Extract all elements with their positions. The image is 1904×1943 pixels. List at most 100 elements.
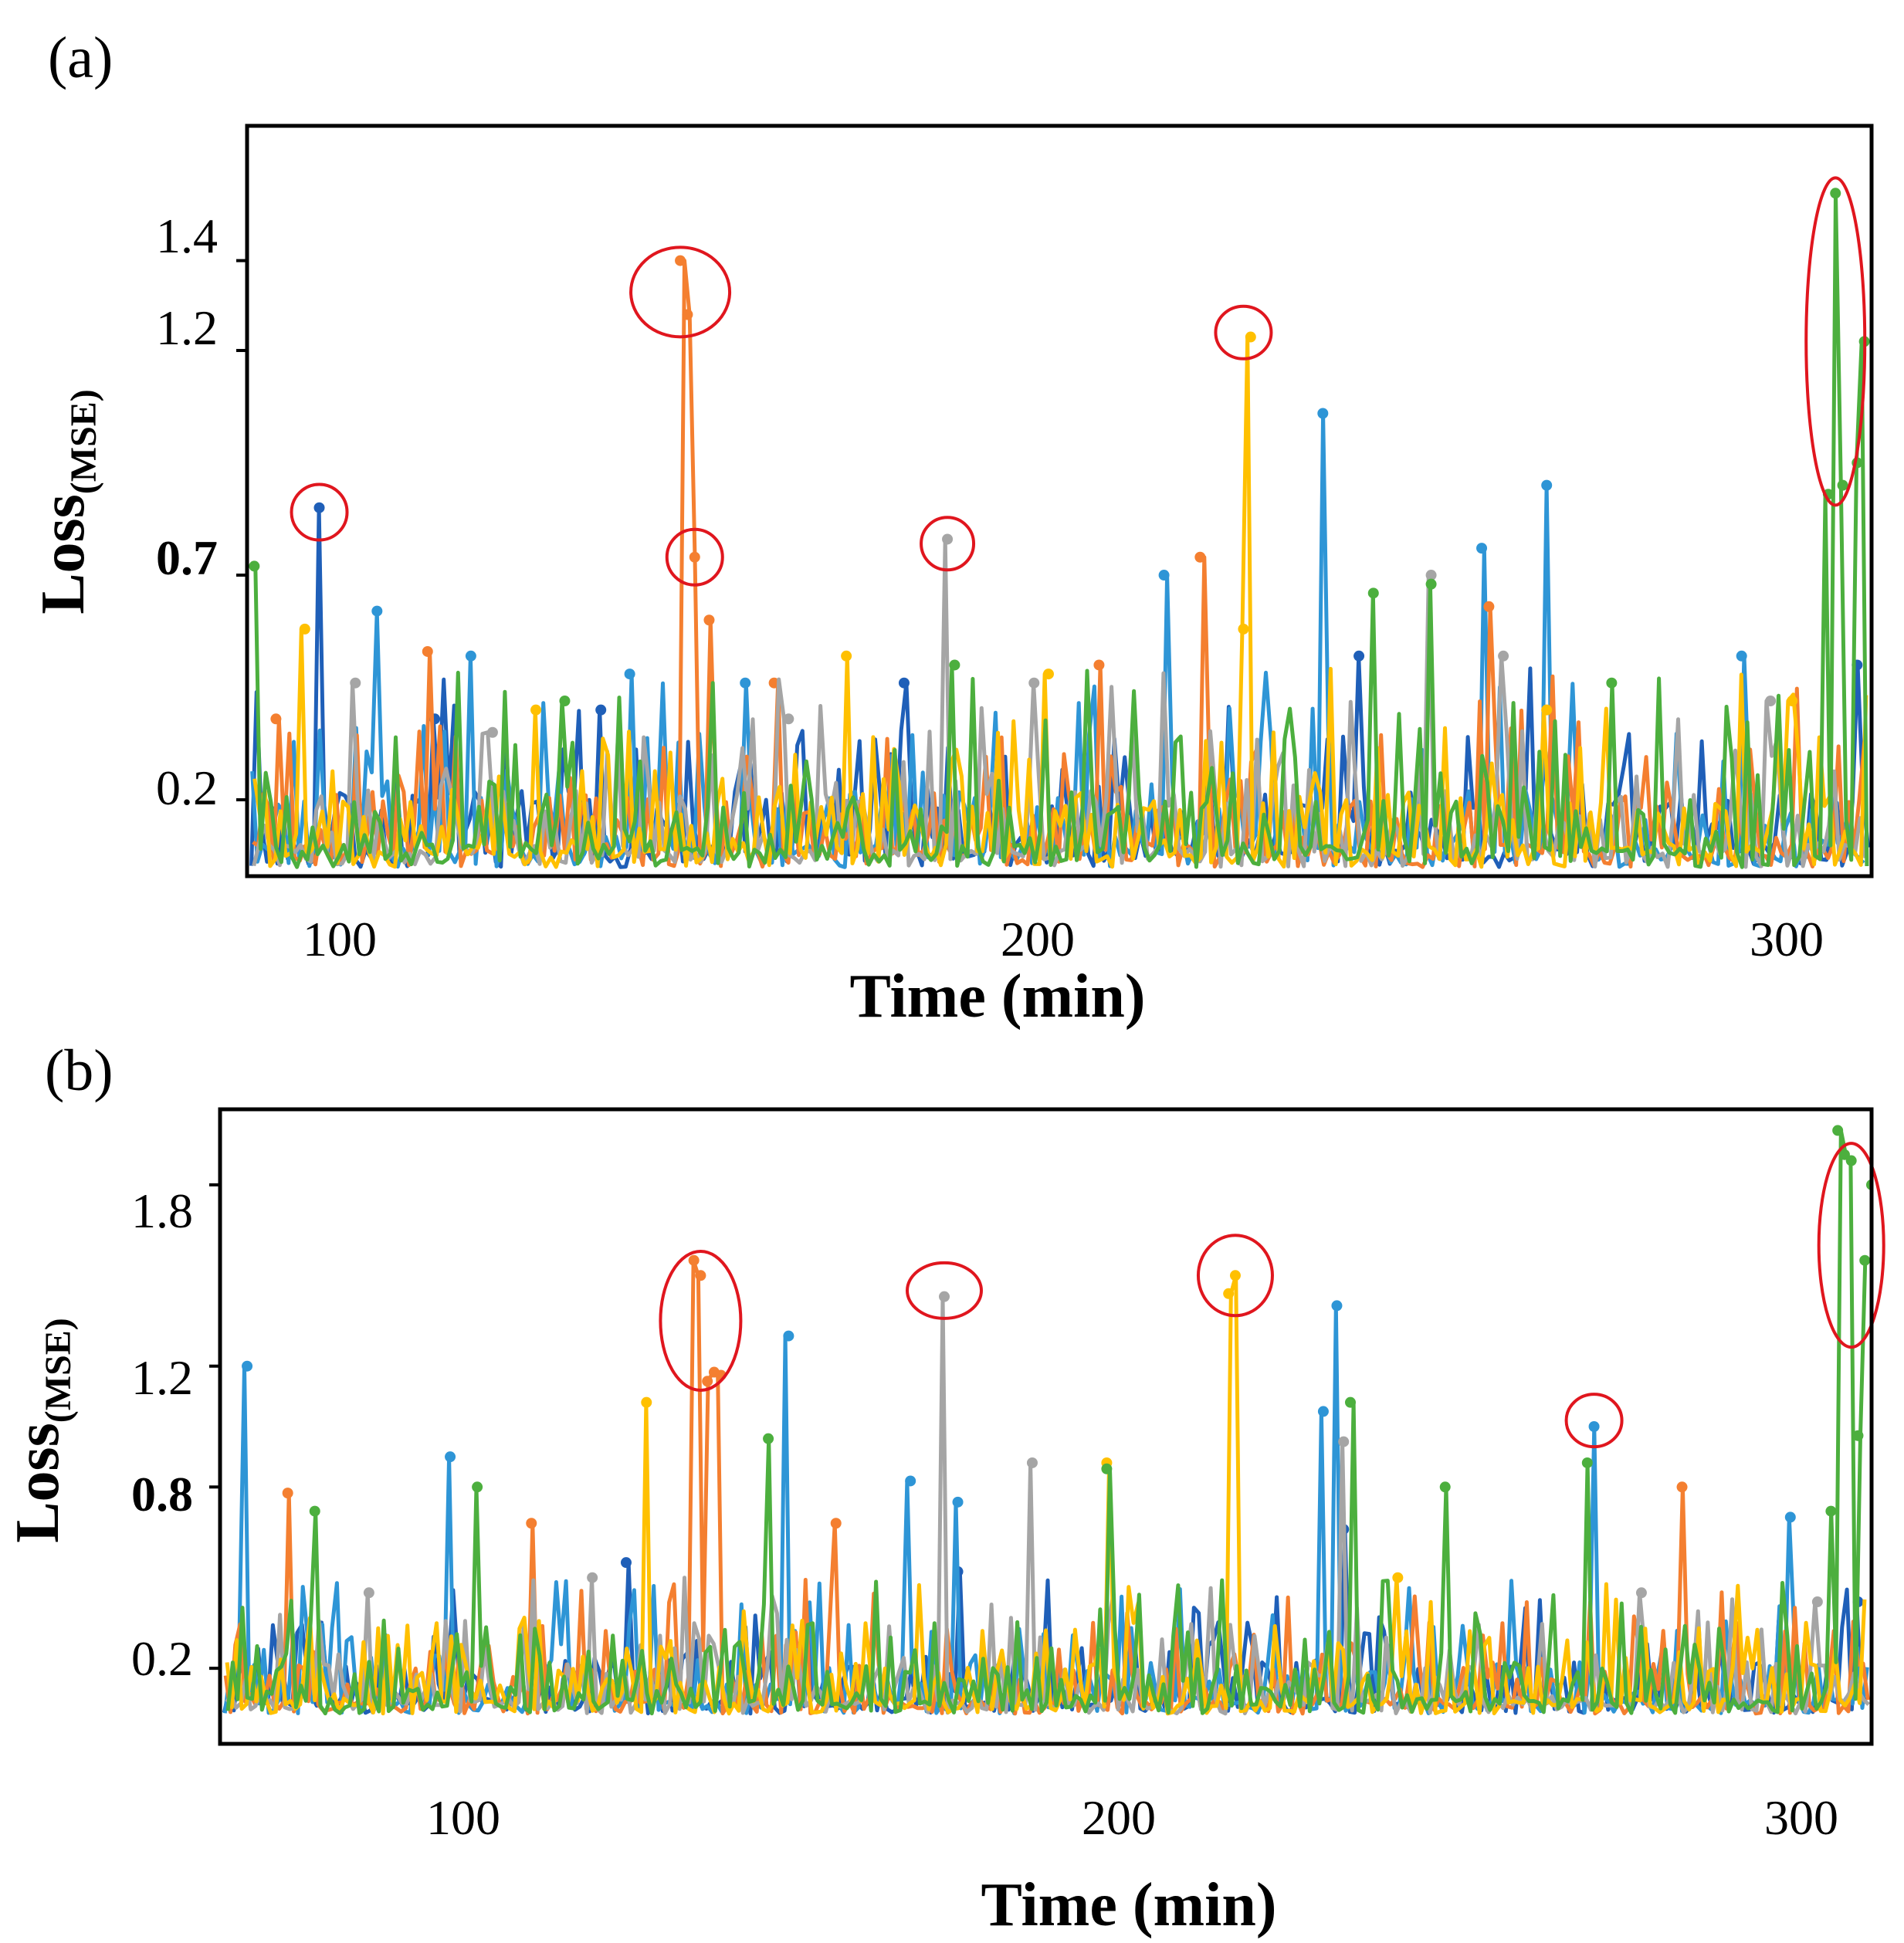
panel-a-anomaly-circle — [665, 527, 724, 587]
panel-b-point-blue — [1331, 1300, 1343, 1312]
panel-a-point-blue — [1317, 408, 1329, 419]
panel-b-point-yellow — [641, 1396, 652, 1408]
panel-b-point-gray — [1811, 1596, 1823, 1608]
panel-b-point-blue — [952, 1496, 964, 1508]
panel-b-point-gray — [1338, 1436, 1350, 1447]
panel-b-series-green — [225, 1128, 1868, 1716]
panel-b-ytick-0.2: 0.2 — [131, 1631, 193, 1686]
panel-b-point-blue — [783, 1330, 794, 1342]
panel-a-xtick-300: 300 — [1750, 912, 1824, 966]
panel-a-anomaly-circle — [920, 516, 976, 572]
panel-a-point-blue — [1476, 543, 1488, 554]
panel-a-x-axis-title: Time (min) — [850, 963, 1146, 1031]
panel-a-point-blue — [1158, 570, 1170, 581]
panel-a-ytick-0.7: 0.7 — [156, 530, 218, 585]
panel-a-anomaly-circle — [1214, 304, 1273, 361]
panel-b-point-orange — [688, 1254, 700, 1266]
panel-b-xtick-200: 200 — [1082, 1790, 1156, 1845]
panel-a-point-orange — [1483, 601, 1495, 612]
panel-b-anomaly-circle — [1817, 1142, 1885, 1349]
panel-b-point-orange — [1676, 1481, 1688, 1493]
panel-a-y-axis: 0.2 0.7 1.2 1.4 — [156, 208, 247, 815]
panel-a-point-yellow — [1787, 696, 1798, 707]
panel-a-point-orange — [1093, 659, 1105, 671]
panel-b-xtick-300: 300 — [1764, 1790, 1838, 1845]
panel-b-series-group — [222, 1125, 1872, 1716]
panel-b-y-axis: 0.2 0.8 1.2 1.8 — [131, 1183, 220, 1686]
panel-b-point-green — [1852, 1430, 1864, 1441]
panel-b-point-gray — [363, 1587, 374, 1599]
panel-b-point-navy — [620, 1557, 632, 1569]
panel-b-y-axis-title-main: Loss — [4, 1423, 72, 1543]
panel-a-point-gray — [942, 533, 954, 545]
panel-b-point-blue — [1317, 1406, 1329, 1417]
panel-a-frame — [245, 124, 1874, 878]
panel-a: (a) 0.2 0.7 1.2 1.4 100 200 300 Time (mi… — [29, 25, 1874, 1031]
panel-a-ytick-marks — [236, 259, 247, 802]
panel-a-point-orange — [675, 255, 686, 266]
panel-a-point-navy — [898, 677, 910, 689]
panel-b-point-orange — [830, 1518, 842, 1529]
panel-a-series-yellow — [252, 335, 1868, 869]
panel-a-point-gray — [1425, 570, 1437, 581]
panel-b-point-green — [1845, 1155, 1857, 1166]
panel-a-point-gray — [1498, 650, 1509, 662]
panel-a-point-green — [249, 560, 260, 572]
panel-b-point-blue — [445, 1451, 456, 1463]
panel-a-point-green — [559, 696, 571, 707]
panel-a-y-axis-title: Loss(MSE) — [29, 389, 104, 614]
panel-b-point-gray — [1635, 1587, 1647, 1599]
panel-b-point-gray — [939, 1291, 950, 1302]
panel-a-point-yellow — [1245, 331, 1256, 343]
panel-b: (b) 0.2 0.8 1.2 1.8 100 200 300 Time (mi… — [4, 1038, 1885, 1939]
panel-b-point-yellow — [1392, 1572, 1404, 1583]
panel-a-point-yellow — [841, 650, 852, 662]
panel-a-plot-area — [245, 124, 1874, 878]
panel-b-point-blue — [1588, 1421, 1600, 1432]
panel-b-anomaly-circle — [906, 1261, 984, 1320]
panel-a-ytick-0.2: 0.2 — [156, 760, 218, 815]
panel-b-label: (b) — [45, 1038, 113, 1103]
panel-b-point-green — [1859, 1254, 1871, 1266]
panel-a-point-blue — [1541, 479, 1553, 491]
panel-a-point-blue — [624, 669, 635, 680]
panel-a-point-green — [1425, 578, 1437, 590]
panel-a-point-orange — [422, 645, 433, 657]
panel-b-anomaly-circle — [659, 1250, 743, 1392]
panel-a-ytick-1.2: 1.2 — [156, 300, 218, 355]
panel-a-point-gray — [350, 677, 361, 689]
panel-a-anomaly-circle — [1804, 176, 1867, 507]
panel-a-point-yellow — [1238, 623, 1249, 635]
panel-a-anomaly-group — [290, 176, 1867, 587]
panel-a-point-yellow — [299, 623, 310, 635]
panel-a-point-orange — [270, 713, 282, 725]
panel-a-point-blue — [740, 677, 751, 689]
panel-b-point-green — [1101, 1463, 1113, 1474]
panel-b-ytick-marks — [209, 1183, 220, 1671]
panel-a-anomaly-circle — [629, 245, 732, 339]
panel-b-point-green — [1439, 1481, 1451, 1493]
panel-b-point-yellow — [1223, 1288, 1235, 1299]
panel-a-point-green — [949, 659, 960, 671]
panel-a-point-orange — [689, 551, 700, 563]
panel-b-point-orange — [702, 1376, 713, 1387]
panel-b-point-green — [1581, 1457, 1593, 1468]
panel-a-label: (a) — [48, 25, 113, 90]
panel-b-point-blue — [905, 1475, 916, 1487]
panel-b-plot-area — [218, 1107, 1885, 1746]
panel-b-ytick-0.8: 0.8 — [131, 1467, 193, 1522]
panel-b-anomaly-group — [659, 1142, 1885, 1449]
panel-a-point-orange — [682, 309, 693, 320]
panel-a-point-yellow — [530, 704, 542, 716]
panel-a-y-axis-title-sub: (MSE) — [63, 389, 104, 494]
panel-b-point-orange — [695, 1270, 706, 1281]
panel-a-series-green — [253, 191, 1869, 869]
panel-b-point-gray — [587, 1572, 598, 1583]
panel-b-point-green — [1825, 1505, 1837, 1517]
panel-b-point-green — [1344, 1396, 1356, 1408]
panel-b-point-green — [1832, 1125, 1844, 1136]
panel-a-xtick-100: 100 — [303, 912, 377, 966]
panel-b-point-yellow — [1229, 1270, 1241, 1281]
panel-b-y-axis-title-sub: (MSE) — [38, 1318, 79, 1423]
